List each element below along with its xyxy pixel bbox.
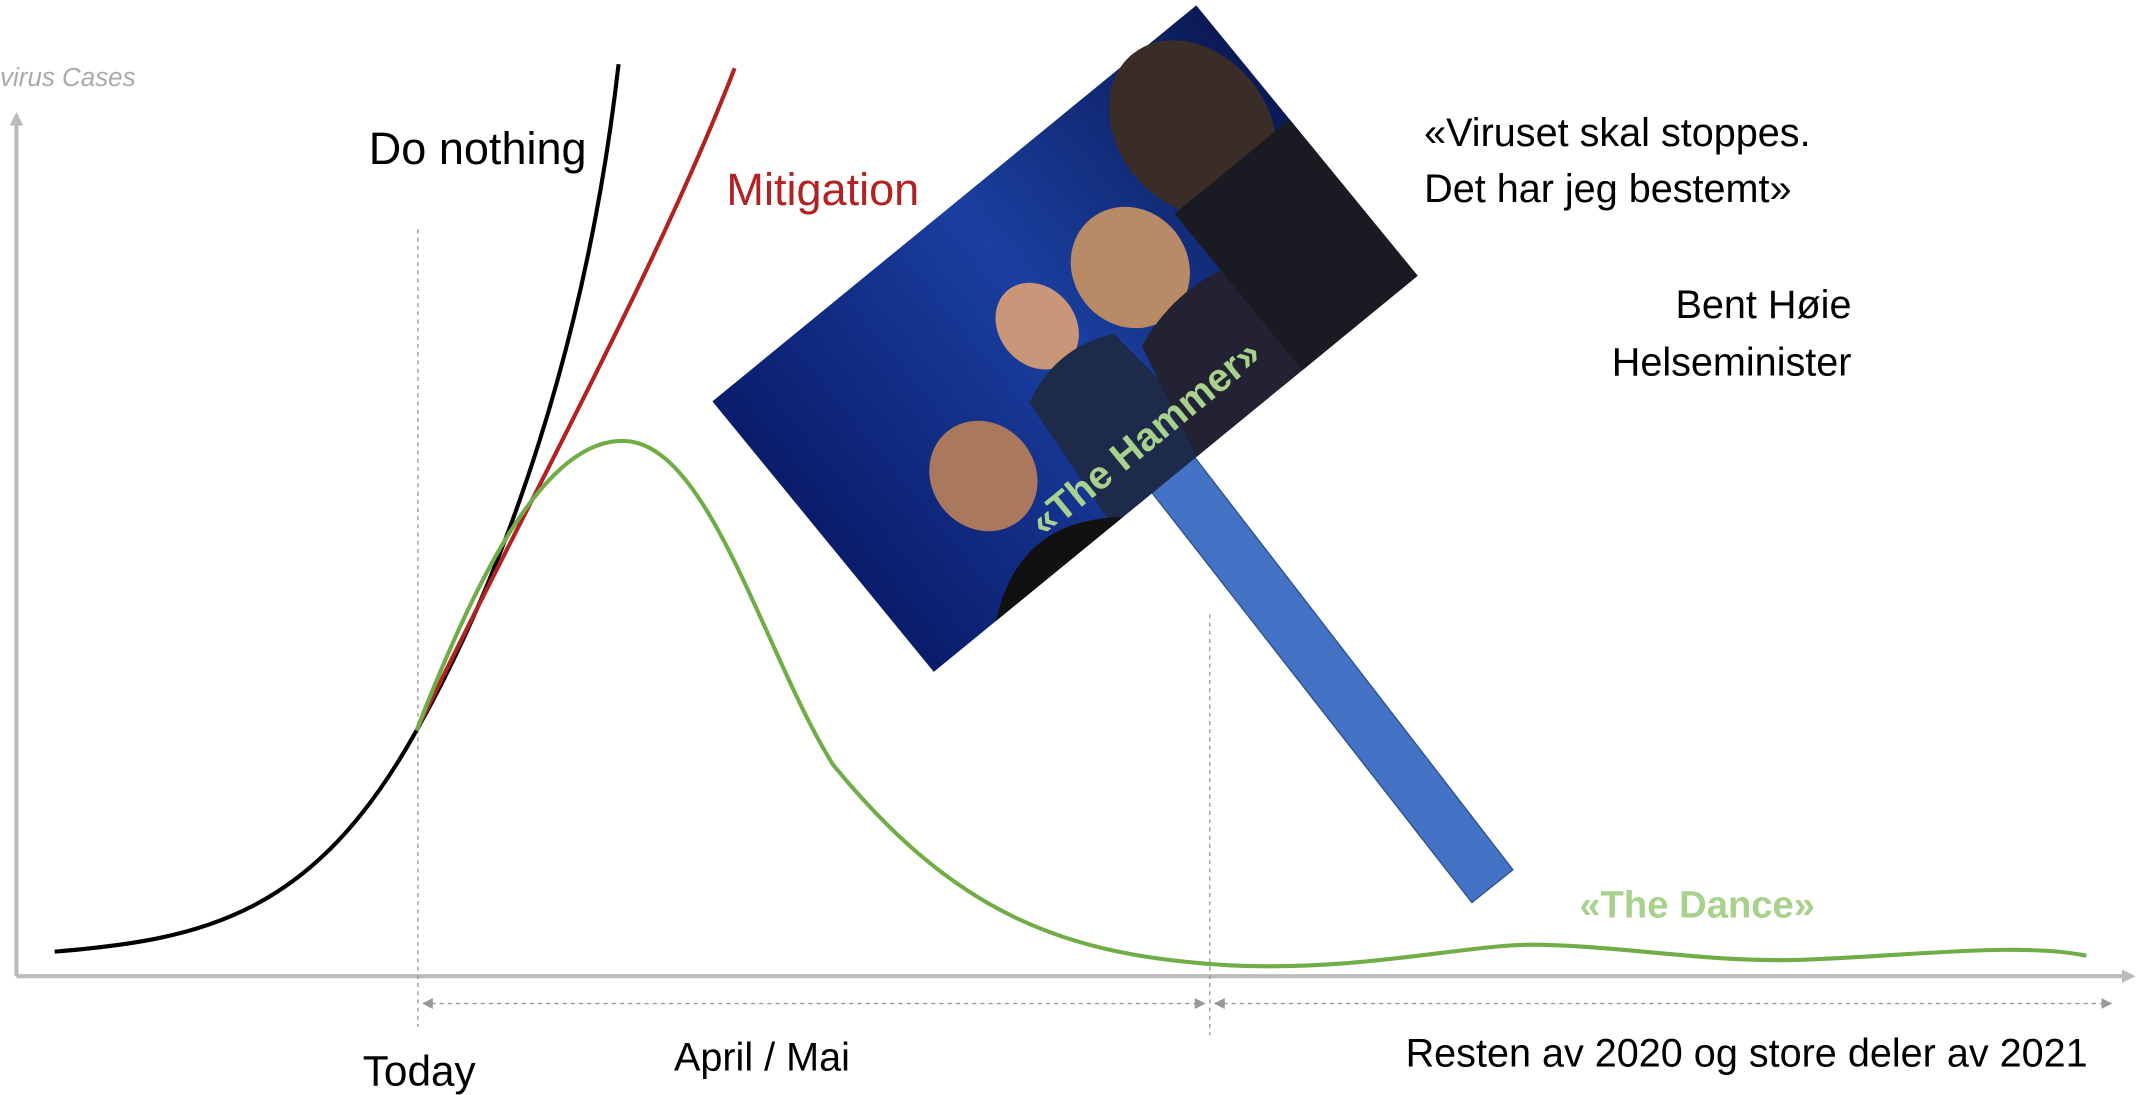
quote-role: Helseminister — [1612, 340, 1852, 384]
curve-label: Do nothing — [369, 123, 587, 174]
quote-author: Bent Høie — [1675, 283, 1851, 327]
axis-label: virus Cases — [0, 64, 136, 92]
timeline-label: Resten av 2020 og store deler av 2021 — [1406, 1031, 2088, 1075]
hammer-handle — [1150, 456, 1514, 904]
quote-line: «Viruset skal stoppes. — [1424, 111, 1810, 155]
photo — [712, 5, 1418, 672]
quote-line: Det har jeg bestemt» — [1424, 167, 1791, 211]
timeline-label: April / Mai — [674, 1035, 850, 1079]
mitigation-curve — [414, 67, 737, 732]
do-nothing-curve — [54, 63, 621, 954]
timeline-label: Today — [363, 1047, 477, 1094]
dance-curve — [414, 438, 2087, 969]
dance-label: «The Dance» — [1579, 884, 1815, 927]
curve-label: Mitigation — [726, 164, 919, 215]
